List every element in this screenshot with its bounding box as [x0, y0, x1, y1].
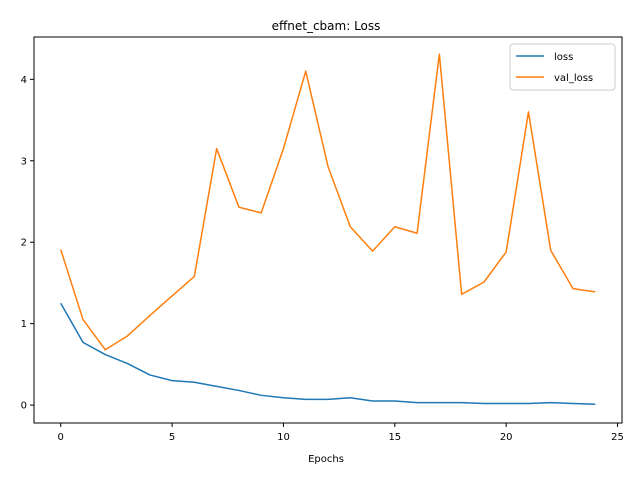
- x-tick-label: 5: [169, 432, 175, 443]
- y-tick-label: 2: [21, 238, 27, 249]
- chart-title: effnet_cbam: Loss: [272, 19, 381, 33]
- x-tick-label: 20: [500, 432, 513, 443]
- y-axis: 0 1 2 3 4: [21, 75, 34, 412]
- x-tick-label: 25: [611, 432, 624, 443]
- legend-label-loss: loss: [554, 52, 573, 63]
- y-tick-label: 1: [21, 319, 27, 330]
- x-axis-title: Epochs: [308, 454, 344, 465]
- x-tick-label: 10: [277, 432, 290, 443]
- series-line-val_loss: [60, 53, 596, 351]
- x-tick-label: 15: [388, 432, 401, 443]
- x-tick-label: 0: [58, 432, 64, 443]
- series-lines: [60, 53, 596, 406]
- plot-frame: [33, 36, 623, 424]
- legend: loss val_loss: [509, 43, 616, 91]
- y-tick-label: 4: [21, 75, 27, 86]
- y-tick-label: 3: [21, 156, 27, 167]
- legend-label-val_loss: val_loss: [554, 73, 593, 84]
- y-tick-label: 0: [21, 401, 27, 412]
- x-axis: 0 5 10 15 20 25: [58, 423, 624, 443]
- series-line-loss: [60, 302, 596, 406]
